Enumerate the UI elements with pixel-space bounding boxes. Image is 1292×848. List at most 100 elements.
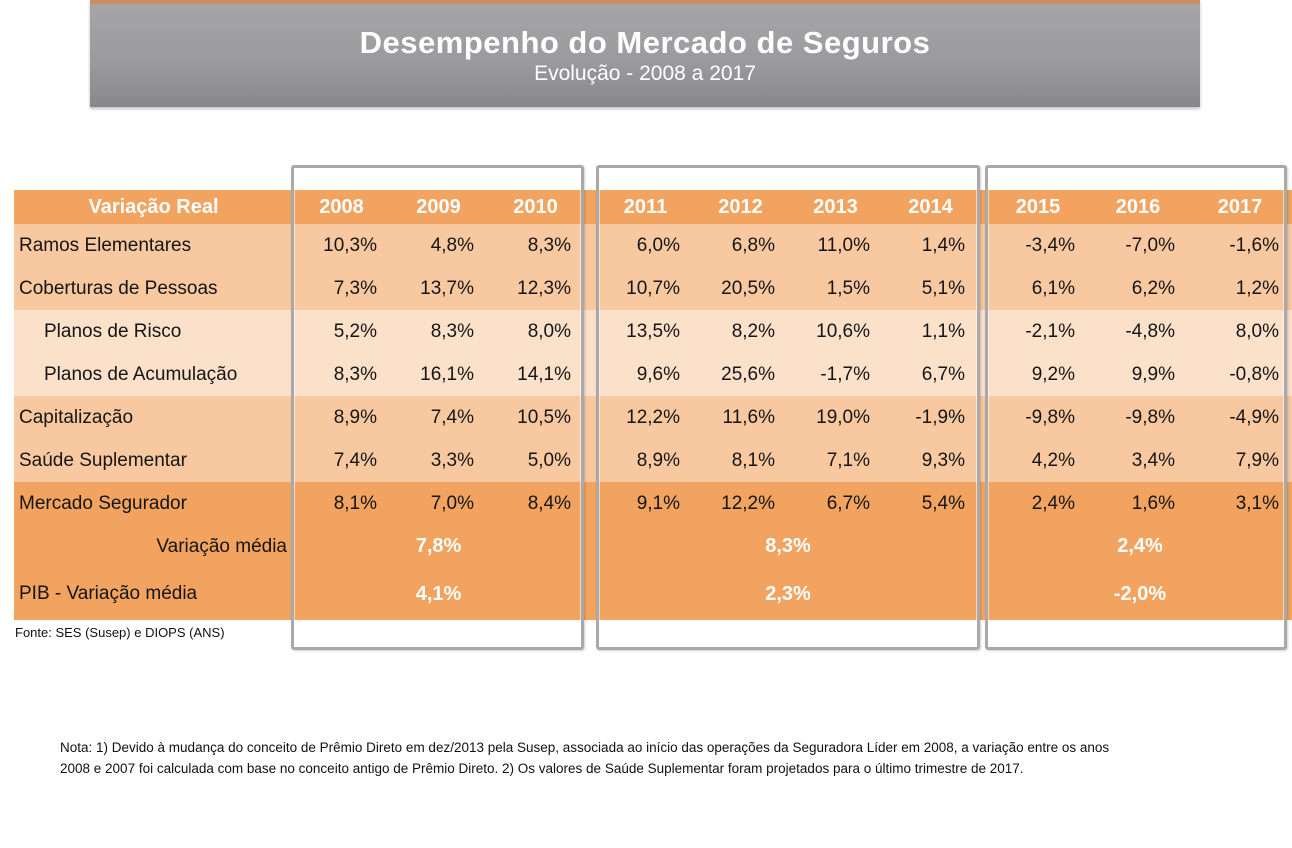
table-cell: -1,7%: [788, 353, 883, 396]
table-cell: 8,3%: [390, 310, 487, 353]
group-average-cell: 7,8%: [293, 525, 584, 568]
gap-cell: [584, 482, 598, 525]
group-average-cell: 2,4%: [988, 525, 1292, 568]
footnote-text: Nota: 1) Devido à mudança do conceito de…: [60, 740, 1110, 776]
row-label: Ramos Elementares: [14, 224, 293, 267]
table-cell: 4,8%: [390, 224, 487, 267]
gap-cell: [978, 353, 988, 396]
gap-cell: [584, 568, 598, 620]
table-cell: 9,6%: [598, 353, 693, 396]
page-title: Desempenho do Mercado de Seguros: [359, 24, 931, 60]
gap-cell: [978, 525, 988, 568]
table-cell: 8,9%: [293, 396, 390, 439]
table-cell: 1,2%: [1188, 267, 1292, 310]
table-cell: 6,0%: [598, 224, 693, 267]
table-cell: 8,0%: [487, 310, 584, 353]
source-text: Fonte: SES (Susep) e DIOPS (ANS): [15, 625, 225, 640]
row-label: Coberturas de Pessoas: [14, 267, 293, 310]
gap-cell: [584, 190, 598, 224]
gap-cell: [584, 353, 598, 396]
table-cell: 1,1%: [883, 310, 978, 353]
table-cell: -7,0%: [1088, 224, 1188, 267]
year-header: 2010: [487, 190, 584, 224]
table-cell: 7,4%: [390, 396, 487, 439]
table-cell: 10,7%: [598, 267, 693, 310]
group-average-cell: 2,3%: [598, 568, 978, 620]
gap-cell: [978, 396, 988, 439]
gap-cell: [978, 190, 988, 224]
table-cell: -0,8%: [1188, 353, 1292, 396]
table-cell: 2,4%: [988, 482, 1088, 525]
gap-cell: [584, 310, 598, 353]
gap-cell: [978, 439, 988, 482]
table-cell: 10,5%: [487, 396, 584, 439]
table-cell: 12,2%: [598, 396, 693, 439]
year-header: 2013: [788, 190, 883, 224]
year-header: 2015: [988, 190, 1088, 224]
row-label: Saúde Suplementar: [14, 439, 293, 482]
table-cell: 7,3%: [293, 267, 390, 310]
table-cell: 6,1%: [988, 267, 1088, 310]
table-cell: 8,3%: [487, 224, 584, 267]
table-cell: 9,1%: [598, 482, 693, 525]
table-cell: 6,8%: [693, 224, 788, 267]
table-cell: 3,1%: [1188, 482, 1292, 525]
table-cell: 8,0%: [1188, 310, 1292, 353]
table-cell: -1,6%: [1188, 224, 1292, 267]
year-header: 2011: [598, 190, 693, 224]
table-cell: 5,1%: [883, 267, 978, 310]
table-cell: 13,7%: [390, 267, 487, 310]
year-header: 2008: [293, 190, 390, 224]
table-header-label: Variação Real: [14, 190, 293, 224]
gap-cell: [584, 439, 598, 482]
gap-cell: [584, 525, 598, 568]
table-cell: 11,6%: [693, 396, 788, 439]
row-label: PIB - Variação média: [14, 568, 293, 620]
gap-cell: [584, 224, 598, 267]
table-cell: 4,2%: [988, 439, 1088, 482]
year-header: 2012: [693, 190, 788, 224]
table-cell: 8,1%: [693, 439, 788, 482]
table-cell: -3,4%: [988, 224, 1088, 267]
table-cell: 7,4%: [293, 439, 390, 482]
table-cell: 14,1%: [487, 353, 584, 396]
group-average-cell: 8,3%: [598, 525, 978, 568]
table-cell: 10,3%: [293, 224, 390, 267]
group-average-cell: -2,0%: [988, 568, 1292, 620]
table-cell: 19,0%: [788, 396, 883, 439]
table-cell: -1,9%: [883, 396, 978, 439]
gap-cell: [978, 310, 988, 353]
gap-cell: [978, 568, 988, 620]
gap-cell: [978, 267, 988, 310]
table-cell: 10,6%: [788, 310, 883, 353]
title-banner: Desempenho do Mercado de Seguros Evoluçã…: [90, 0, 1200, 107]
table-cell: 8,9%: [598, 439, 693, 482]
table-cell: 6,7%: [788, 482, 883, 525]
table-cell: 8,1%: [293, 482, 390, 525]
gap-cell: [978, 482, 988, 525]
row-label: Planos de Acumulação: [14, 353, 293, 396]
table-cell: 7,1%: [788, 439, 883, 482]
page-subtitle: Evolução - 2008 a 2017: [534, 62, 756, 86]
row-label: Variação média: [14, 525, 293, 568]
table-cell: -4,9%: [1188, 396, 1292, 439]
table-cell: 13,5%: [598, 310, 693, 353]
table-cell: 25,6%: [693, 353, 788, 396]
performance-table: Variação Real 2008 2009 2010 2011 2012 2…: [14, 190, 1292, 620]
year-header: 2014: [883, 190, 978, 224]
table-cell: 8,3%: [293, 353, 390, 396]
table-cell: 1,4%: [883, 224, 978, 267]
table-cell: -4,8%: [1088, 310, 1188, 353]
table-cell: 1,6%: [1088, 482, 1188, 525]
table-cell: 7,9%: [1188, 439, 1292, 482]
table-cell: 7,0%: [390, 482, 487, 525]
table-cell: 20,5%: [693, 267, 788, 310]
table-cell: -2,1%: [988, 310, 1088, 353]
row-label: Mercado Segurador: [14, 482, 293, 525]
table-cell: 1,5%: [788, 267, 883, 310]
gap-cell: [584, 267, 598, 310]
table-cell: -9,8%: [1088, 396, 1188, 439]
gap-cell: [584, 396, 598, 439]
table-cell: 3,3%: [390, 439, 487, 482]
year-header: 2017: [1188, 190, 1292, 224]
